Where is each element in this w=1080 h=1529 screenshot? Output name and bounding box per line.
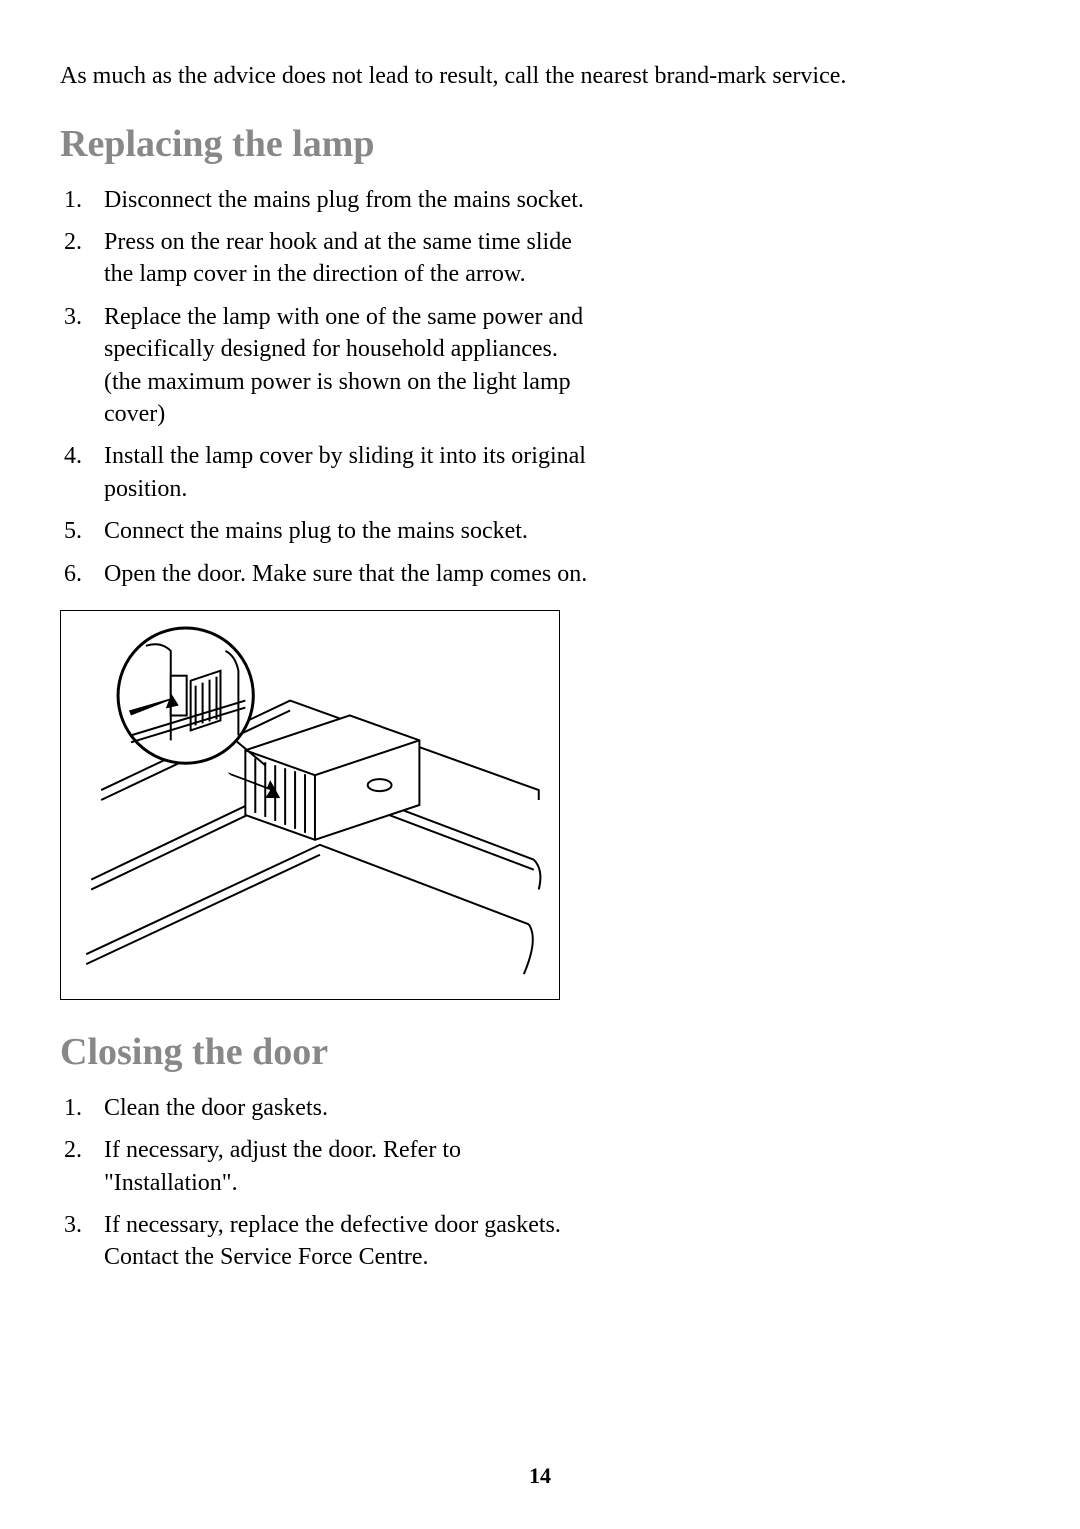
list-item: 1. Clean the door gaskets. bbox=[60, 1092, 590, 1124]
intro-paragraph: As much as the advice does not lead to r… bbox=[60, 60, 1020, 94]
list-item: 3. Replace the lamp with one of the same… bbox=[60, 301, 590, 431]
page-number: 14 bbox=[529, 1463, 551, 1489]
list-number: 6. bbox=[60, 558, 104, 590]
list-number: 2. bbox=[60, 226, 104, 291]
list-content: Disconnect the mains plug from the mains… bbox=[104, 184, 590, 216]
list-content: Open the door. Make sure that the lamp c… bbox=[104, 558, 590, 590]
section-heading-replacing-lamp: Replacing the lamp bbox=[60, 122, 1020, 166]
lamp-diagram bbox=[60, 610, 560, 1000]
closing-door-list: 1. Clean the door gaskets. 2. If necessa… bbox=[60, 1092, 590, 1274]
list-content: Press on the rear hook and at the same t… bbox=[104, 226, 590, 291]
list-item: 2. If necessary, adjust the door. Refer … bbox=[60, 1134, 590, 1199]
list-item: 2. Press on the rear hook and at the sam… bbox=[60, 226, 590, 291]
list-content: If necessary, replace the defective door… bbox=[104, 1209, 590, 1274]
list-content: Clean the door gaskets. bbox=[104, 1092, 590, 1124]
list-item: 3. If necessary, replace the defective d… bbox=[60, 1209, 590, 1274]
list-content: Replace the lamp with one of the same po… bbox=[104, 301, 590, 431]
list-item: 1. Disconnect the mains plug from the ma… bbox=[60, 184, 590, 216]
list-content: If necessary, adjust the door. Refer to … bbox=[104, 1134, 590, 1199]
list-number: 5. bbox=[60, 515, 104, 547]
list-number: 3. bbox=[60, 301, 104, 431]
list-number: 2. bbox=[60, 1134, 104, 1199]
list-item: 5. Connect the mains plug to the mains s… bbox=[60, 515, 590, 547]
list-item: 4. Install the lamp cover by sliding it … bbox=[60, 440, 590, 505]
lamp-diagram-svg bbox=[71, 621, 549, 989]
list-item: 6. Open the door. Make sure that the lam… bbox=[60, 558, 590, 590]
section-heading-closing-door: Closing the door bbox=[60, 1030, 1020, 1074]
list-number: 1. bbox=[60, 184, 104, 216]
list-number: 1. bbox=[60, 1092, 104, 1124]
replacing-lamp-list: 1. Disconnect the mains plug from the ma… bbox=[60, 184, 590, 590]
list-content: Connect the mains plug to the mains sock… bbox=[104, 515, 590, 547]
list-number: 4. bbox=[60, 440, 104, 505]
list-number: 3. bbox=[60, 1209, 104, 1274]
list-content: Install the lamp cover by sliding it int… bbox=[104, 440, 590, 505]
